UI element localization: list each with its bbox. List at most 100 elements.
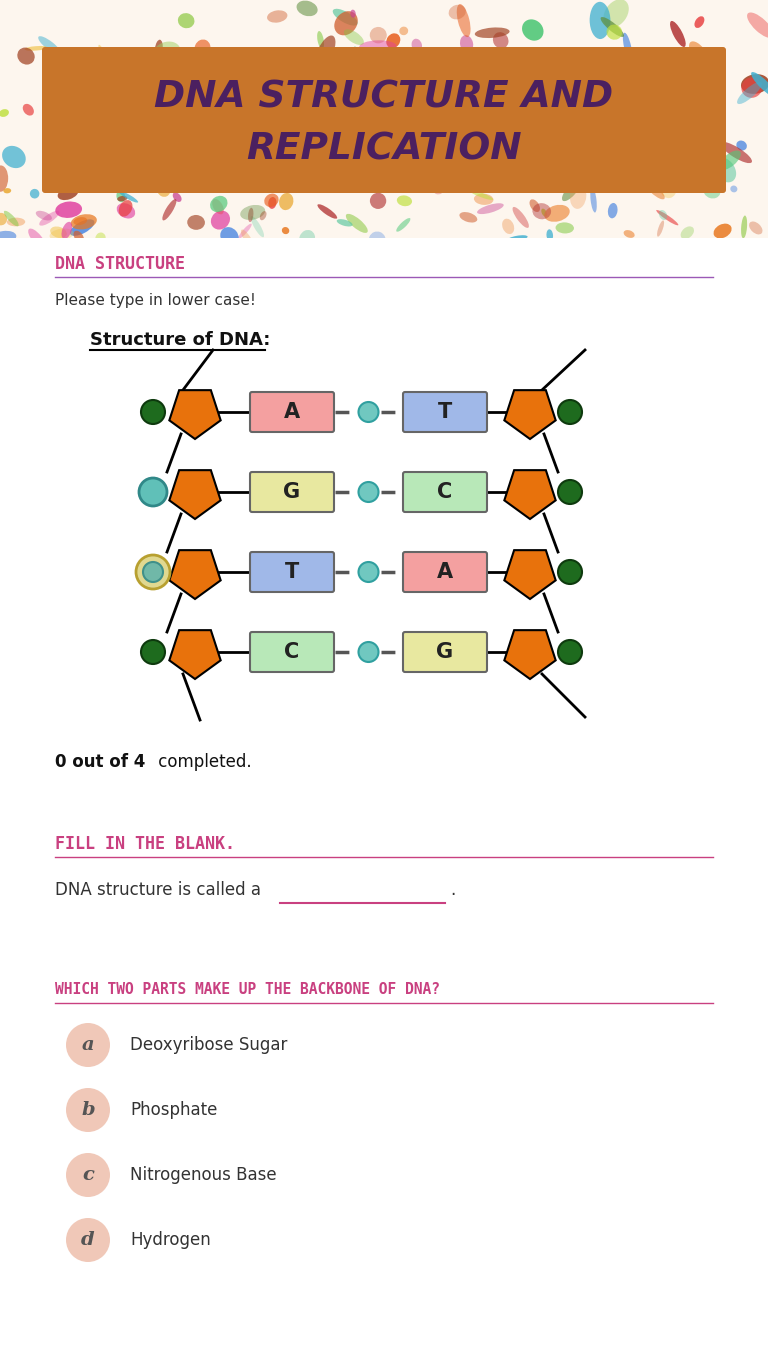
Ellipse shape bbox=[386, 33, 400, 48]
Ellipse shape bbox=[165, 90, 193, 119]
Ellipse shape bbox=[117, 204, 135, 219]
Ellipse shape bbox=[278, 158, 297, 183]
Ellipse shape bbox=[157, 183, 170, 197]
Ellipse shape bbox=[187, 70, 197, 107]
Ellipse shape bbox=[236, 101, 257, 112]
Ellipse shape bbox=[238, 224, 252, 239]
Ellipse shape bbox=[46, 51, 63, 64]
Ellipse shape bbox=[408, 113, 431, 141]
Circle shape bbox=[141, 400, 165, 423]
Ellipse shape bbox=[346, 214, 368, 234]
Bar bbox=[0, 238, 768, 1366]
Ellipse shape bbox=[570, 120, 586, 135]
Ellipse shape bbox=[153, 41, 180, 64]
Ellipse shape bbox=[670, 20, 686, 46]
Ellipse shape bbox=[55, 202, 82, 219]
Polygon shape bbox=[505, 550, 556, 600]
Ellipse shape bbox=[559, 124, 584, 135]
Ellipse shape bbox=[168, 137, 204, 153]
Ellipse shape bbox=[253, 126, 276, 153]
Ellipse shape bbox=[689, 41, 710, 66]
Ellipse shape bbox=[393, 101, 403, 112]
Ellipse shape bbox=[211, 210, 230, 229]
Text: DNA structure is called a: DNA structure is called a bbox=[55, 881, 261, 899]
Ellipse shape bbox=[657, 220, 664, 236]
Ellipse shape bbox=[737, 82, 762, 104]
Ellipse shape bbox=[50, 227, 67, 238]
Ellipse shape bbox=[276, 160, 295, 179]
Ellipse shape bbox=[660, 180, 677, 198]
Ellipse shape bbox=[624, 229, 634, 238]
FancyBboxPatch shape bbox=[403, 552, 487, 591]
Ellipse shape bbox=[741, 216, 747, 239]
Ellipse shape bbox=[470, 79, 488, 92]
Ellipse shape bbox=[655, 92, 677, 111]
Ellipse shape bbox=[334, 11, 358, 36]
Text: b: b bbox=[81, 1101, 94, 1119]
Ellipse shape bbox=[167, 139, 177, 157]
Ellipse shape bbox=[448, 113, 472, 137]
Ellipse shape bbox=[202, 146, 216, 178]
Text: G: G bbox=[283, 482, 300, 501]
Text: Structure of DNA:: Structure of DNA: bbox=[90, 331, 270, 348]
Ellipse shape bbox=[475, 27, 510, 38]
Ellipse shape bbox=[127, 169, 141, 184]
Ellipse shape bbox=[397, 195, 412, 206]
Ellipse shape bbox=[459, 212, 477, 223]
Ellipse shape bbox=[350, 10, 356, 18]
Ellipse shape bbox=[657, 210, 678, 225]
Ellipse shape bbox=[713, 157, 737, 182]
Ellipse shape bbox=[751, 72, 768, 97]
Ellipse shape bbox=[502, 219, 515, 234]
Ellipse shape bbox=[477, 75, 493, 87]
Ellipse shape bbox=[0, 231, 16, 245]
Ellipse shape bbox=[719, 150, 741, 169]
Ellipse shape bbox=[363, 117, 376, 130]
Ellipse shape bbox=[507, 235, 528, 242]
Ellipse shape bbox=[257, 55, 263, 81]
Ellipse shape bbox=[442, 171, 462, 189]
Ellipse shape bbox=[608, 204, 617, 219]
FancyBboxPatch shape bbox=[250, 552, 334, 591]
Text: 0 out of 4: 0 out of 4 bbox=[55, 753, 145, 770]
Ellipse shape bbox=[557, 164, 566, 173]
Ellipse shape bbox=[199, 82, 216, 112]
Ellipse shape bbox=[25, 46, 48, 51]
Ellipse shape bbox=[547, 229, 553, 242]
Ellipse shape bbox=[699, 126, 724, 135]
Ellipse shape bbox=[511, 89, 535, 102]
Ellipse shape bbox=[433, 183, 444, 194]
Ellipse shape bbox=[449, 4, 466, 19]
Ellipse shape bbox=[314, 126, 332, 157]
Text: T: T bbox=[438, 402, 452, 422]
Ellipse shape bbox=[61, 221, 72, 239]
Ellipse shape bbox=[296, 0, 318, 16]
Ellipse shape bbox=[118, 191, 138, 202]
Ellipse shape bbox=[343, 145, 359, 158]
Ellipse shape bbox=[720, 142, 752, 163]
Ellipse shape bbox=[220, 227, 239, 246]
Text: Hydrogen: Hydrogen bbox=[130, 1231, 210, 1249]
Ellipse shape bbox=[474, 194, 493, 205]
Circle shape bbox=[359, 642, 379, 663]
Circle shape bbox=[139, 478, 167, 505]
Ellipse shape bbox=[396, 219, 410, 232]
Ellipse shape bbox=[457, 4, 471, 37]
Ellipse shape bbox=[402, 167, 408, 191]
Ellipse shape bbox=[119, 199, 132, 217]
Ellipse shape bbox=[563, 64, 594, 71]
Circle shape bbox=[558, 641, 582, 664]
Ellipse shape bbox=[512, 206, 529, 228]
Ellipse shape bbox=[333, 8, 358, 26]
Ellipse shape bbox=[0, 213, 7, 225]
Text: C: C bbox=[437, 482, 452, 501]
Text: A: A bbox=[437, 561, 453, 582]
Ellipse shape bbox=[634, 127, 664, 142]
Ellipse shape bbox=[117, 190, 125, 202]
Circle shape bbox=[558, 479, 582, 504]
Ellipse shape bbox=[482, 124, 516, 143]
Ellipse shape bbox=[536, 92, 552, 108]
Text: Phosphate: Phosphate bbox=[130, 1101, 217, 1119]
Ellipse shape bbox=[74, 231, 84, 243]
Text: Please type in lower case!: Please type in lower case! bbox=[55, 292, 256, 307]
